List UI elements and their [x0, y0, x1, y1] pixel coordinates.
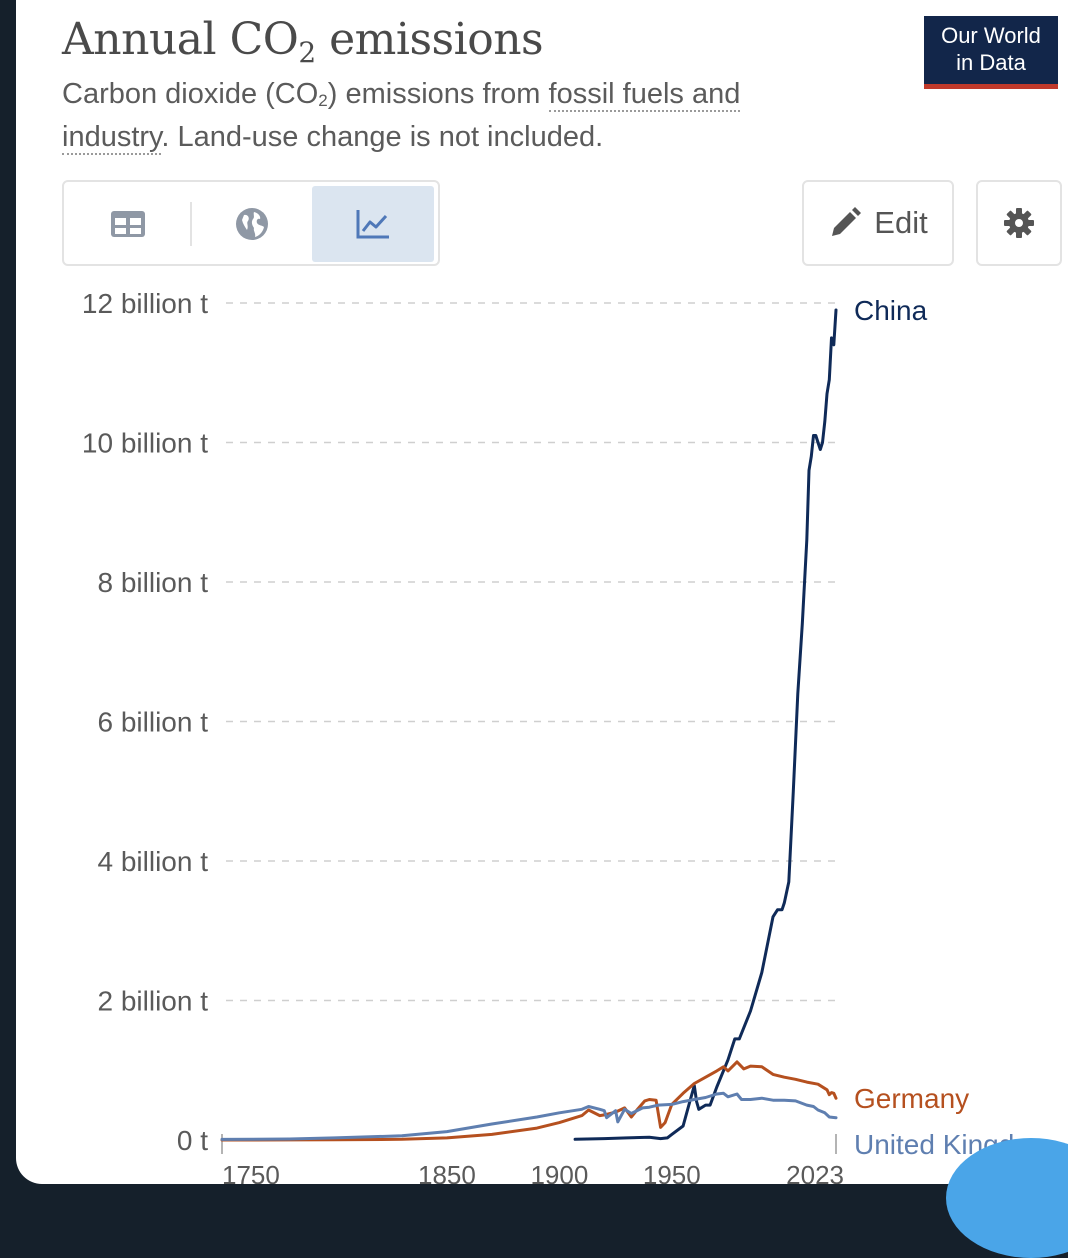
tab-table[interactable] [68, 186, 188, 262]
edit-button[interactable]: Edit [802, 180, 954, 266]
series-line-china [573, 308, 838, 1141]
fossil-fuels-link[interactable]: fossil fuels and industry [62, 78, 741, 155]
line-chart: 0 t 2 billion t 4 billion t 6 billion t 8 bi… [82, 288, 1039, 1184]
series-label-germany: Germany [854, 1083, 969, 1114]
chart-card: Annual CO2 emissions Carbon dioxide (CO2… [16, 0, 1068, 1184]
x-tick-label: 1900 [530, 1160, 588, 1184]
x-tick-label: 1850 [418, 1160, 476, 1184]
table-icon [111, 211, 145, 237]
globe-icon [236, 208, 268, 240]
line-chart-icon [356, 210, 389, 239]
view-tabs [62, 180, 440, 266]
y-tick-label: 2 billion t [97, 986, 208, 1017]
series-line-uk [220, 1091, 838, 1141]
pencil-icon [832, 207, 862, 236]
x-tick-label: 1950 [643, 1160, 701, 1184]
y-tick-label: 12 billion t [82, 288, 208, 319]
chart-subtitle: Carbon dioxide (CO2) emissions from foss… [62, 78, 741, 155]
chart-title: Annual CO2 emissions [62, 14, 544, 69]
y-tick-label: 6 billion t [97, 707, 208, 738]
series-label-china: China [854, 295, 928, 326]
y-tick-label: 8 billion t [97, 567, 208, 598]
owid-logo[interactable]: Our World in Data [924, 16, 1058, 89]
gear-icon [1004, 208, 1034, 238]
tab-map[interactable] [194, 186, 310, 262]
tab-chart[interactable] [312, 186, 434, 262]
edit-label: Edit [874, 205, 928, 240]
y-tick-label: 10 billion t [82, 428, 208, 459]
y-tick-label: 4 billion t [97, 846, 208, 877]
settings-button[interactable] [976, 180, 1062, 266]
tab-divider [190, 202, 192, 246]
x-tick-label: 2023 [786, 1160, 844, 1184]
x-tick-label: 1750 [222, 1160, 280, 1184]
y-tick-label: 0 t [177, 1125, 208, 1156]
